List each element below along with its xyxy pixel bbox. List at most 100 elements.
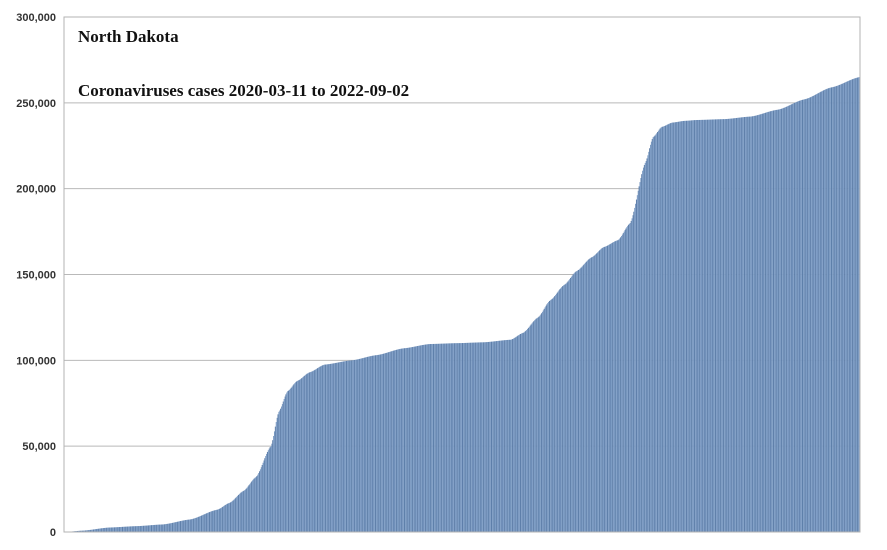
bar bbox=[504, 340, 506, 532]
bar bbox=[809, 97, 811, 533]
bar bbox=[343, 361, 345, 532]
bar bbox=[606, 246, 608, 532]
bar bbox=[260, 467, 262, 532]
bar bbox=[450, 343, 452, 532]
bar bbox=[446, 343, 448, 532]
bar bbox=[605, 246, 607, 532]
bar bbox=[791, 104, 793, 533]
bar bbox=[105, 527, 107, 532]
bar bbox=[757, 115, 759, 533]
bar bbox=[765, 112, 767, 532]
bar bbox=[125, 526, 127, 532]
bar bbox=[291, 386, 293, 532]
bar bbox=[656, 133, 658, 533]
bar bbox=[579, 268, 581, 532]
bar bbox=[392, 350, 394, 532]
bar bbox=[230, 502, 232, 532]
bar bbox=[604, 246, 606, 532]
bar bbox=[156, 524, 158, 532]
bar bbox=[582, 265, 584, 532]
bar bbox=[124, 526, 126, 532]
bar bbox=[198, 516, 200, 532]
bar bbox=[592, 256, 594, 532]
bar bbox=[505, 340, 507, 532]
bar bbox=[367, 356, 370, 532]
bar bbox=[652, 137, 654, 533]
bar bbox=[527, 328, 529, 532]
bar bbox=[819, 92, 821, 532]
bar bbox=[133, 526, 135, 532]
bar bbox=[161, 524, 163, 532]
bar bbox=[107, 527, 109, 532]
bar bbox=[555, 294, 557, 532]
bar bbox=[335, 362, 337, 532]
bar bbox=[284, 396, 286, 532]
bar bbox=[756, 115, 758, 532]
bar bbox=[324, 364, 326, 532]
bar bbox=[242, 491, 244, 532]
bar bbox=[465, 342, 467, 532]
bar bbox=[836, 85, 838, 532]
bar bbox=[138, 526, 140, 532]
bar bbox=[165, 524, 167, 532]
bar bbox=[753, 115, 755, 532]
bar bbox=[499, 340, 501, 532]
bar bbox=[400, 348, 402, 532]
bar bbox=[469, 342, 471, 532]
bar bbox=[693, 120, 695, 532]
bar bbox=[289, 388, 291, 532]
bar bbox=[503, 340, 505, 532]
bar bbox=[693, 120, 695, 533]
bar bbox=[127, 526, 129, 532]
bar bbox=[360, 358, 362, 532]
bar bbox=[838, 84, 840, 532]
bar bbox=[483, 342, 485, 532]
bar bbox=[721, 119, 723, 532]
bar bbox=[580, 267, 582, 532]
bar bbox=[806, 98, 808, 532]
bar bbox=[691, 120, 693, 532]
bar bbox=[285, 394, 287, 532]
bar bbox=[219, 508, 221, 532]
bar bbox=[387, 352, 389, 532]
bar bbox=[821, 91, 823, 532]
bar bbox=[831, 87, 833, 532]
bar bbox=[491, 341, 493, 532]
bar bbox=[371, 355, 373, 532]
bar bbox=[647, 155, 649, 533]
bar bbox=[850, 79, 852, 532]
bar bbox=[671, 122, 673, 533]
bar bbox=[635, 199, 637, 533]
bar bbox=[700, 119, 703, 533]
bar bbox=[266, 451, 268, 532]
bar bbox=[794, 102, 797, 532]
bar bbox=[416, 346, 418, 532]
bar bbox=[651, 139, 653, 533]
bar bbox=[224, 505, 226, 532]
bar bbox=[549, 300, 551, 532]
bar bbox=[809, 97, 811, 532]
bar bbox=[200, 515, 202, 532]
bar bbox=[745, 116, 747, 532]
bar bbox=[784, 107, 786, 533]
bar bbox=[271, 443, 273, 532]
bar bbox=[213, 510, 215, 532]
bar bbox=[564, 284, 566, 532]
bar bbox=[290, 387, 292, 532]
bar bbox=[266, 453, 268, 532]
bar bbox=[743, 117, 745, 532]
bar bbox=[574, 272, 576, 532]
bar bbox=[386, 352, 388, 532]
bar bbox=[664, 125, 666, 532]
bar bbox=[672, 122, 674, 532]
bar bbox=[182, 520, 184, 532]
bar bbox=[362, 357, 364, 532]
bar bbox=[666, 124, 668, 532]
bar bbox=[831, 87, 833, 533]
bar bbox=[856, 77, 858, 532]
bar bbox=[354, 359, 356, 532]
bar bbox=[418, 345, 420, 532]
bar bbox=[168, 523, 170, 532]
bar bbox=[192, 518, 194, 532]
bar bbox=[426, 344, 428, 532]
